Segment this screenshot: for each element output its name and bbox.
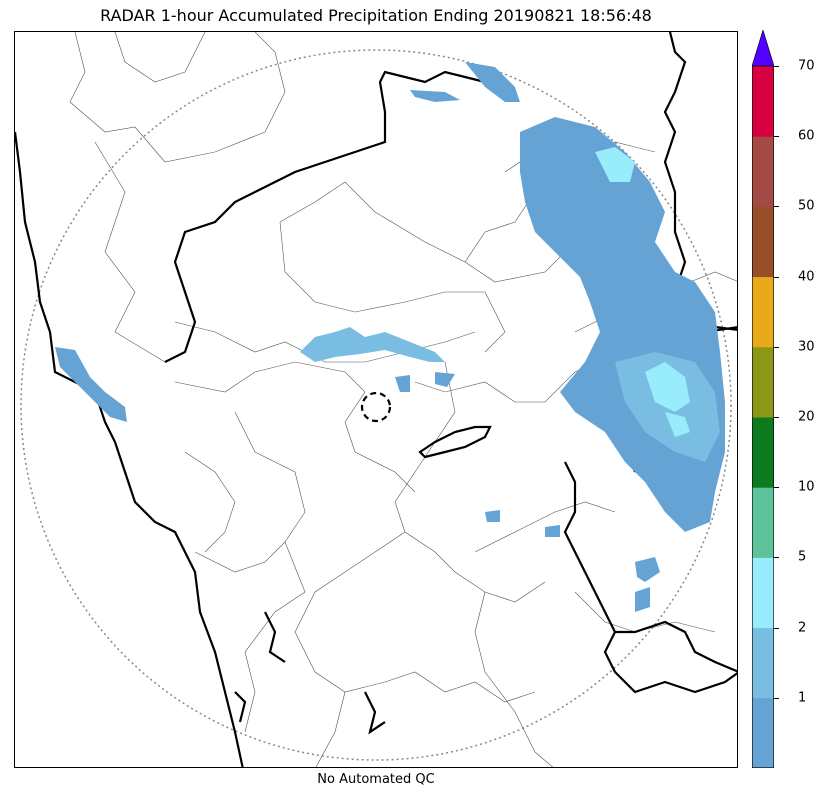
colorbar-segment (752, 487, 774, 558)
map-canvas (15, 32, 737, 767)
precipitation-echoes (55, 62, 725, 612)
colorbar-tick (774, 697, 779, 699)
colorbar-tick-label: 40 (798, 269, 815, 285)
colorbar-tick-label: 5 (798, 549, 807, 565)
colorbar-tick (774, 136, 779, 138)
radar-map[interactable] (14, 31, 738, 768)
colorbar-tick (774, 276, 779, 278)
colorbar-segment (752, 557, 774, 629)
colorbar-extend-triangle (752, 30, 774, 67)
colorbar-frame (752, 65, 774, 768)
colorbar-tick-label: 70 (798, 58, 815, 74)
colorbar-tick (774, 627, 779, 629)
colorbar-tick-label: 30 (798, 339, 815, 355)
colorbar-segment (752, 66, 774, 137)
colorbar-segment (752, 627, 774, 699)
colorbar-tick (774, 206, 779, 208)
colorbar-tick-label: 10 (798, 479, 815, 495)
map-title: RADAR 1-hour Accumulated Precipitation E… (100, 6, 652, 25)
colorbar-tick (774, 346, 779, 348)
colorbar-tick-label: 2 (798, 620, 807, 636)
colorbar-segment (752, 206, 774, 278)
colorbar-segment (752, 346, 774, 418)
colorbar-tick (774, 487, 779, 489)
colorbar-tick-label: 50 (798, 198, 815, 214)
colorbar-tick-label: 20 (798, 409, 815, 425)
radar-site-marker (360, 391, 392, 423)
colorbar-tick (774, 417, 779, 418)
colorbar-segment (752, 136, 774, 207)
colorbar-tick (774, 557, 779, 559)
radar-range-ring (20, 49, 732, 761)
colorbar-tick (774, 66, 779, 67)
precip-colorbar (752, 30, 774, 768)
colorbar-tick-label: 60 (798, 128, 815, 144)
district-boundaries (69, 32, 737, 767)
colorbar-tick-label: 1 (798, 690, 807, 706)
colorbar-segment (752, 276, 774, 348)
qc-footer: No Automated QC (317, 772, 435, 787)
colorbar-ticks: 1 2 5 10 20 30 40 50 60 70 (774, 30, 824, 768)
colorbar-segment (752, 697, 774, 768)
colorbar-segment (752, 417, 774, 488)
